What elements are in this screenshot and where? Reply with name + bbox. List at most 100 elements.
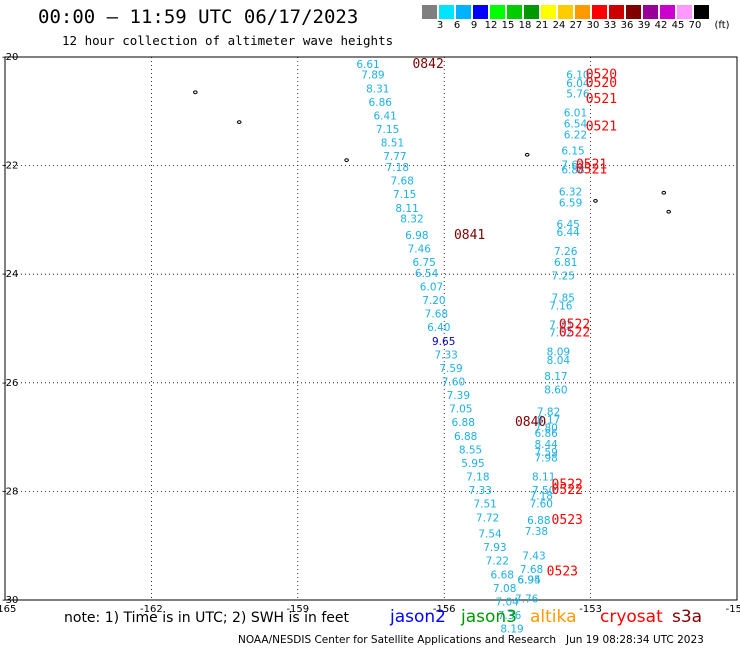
- wave-height-label: 7.60: [530, 499, 553, 511]
- legend-label: 24: [552, 20, 566, 31]
- wave-height-label: 7.68: [425, 309, 448, 321]
- wave-height-label: 6.94: [517, 575, 541, 587]
- wave-height-label: 7.04: [495, 596, 519, 608]
- pass-time-label: 0840: [515, 415, 546, 430]
- legend-swatch: [643, 5, 658, 19]
- y-tick-label: -26: [2, 378, 18, 389]
- wave-height-label: 8.11: [532, 472, 555, 484]
- wave-height-label: 7.68: [520, 564, 543, 576]
- wave-height-label: 8.60: [544, 385, 567, 397]
- wave-height-label: 6.01: [564, 108, 587, 120]
- wave-height-label: 8.31: [366, 83, 389, 95]
- legend-label: 70: [688, 20, 702, 31]
- wave-height-label: 8.04: [547, 355, 571, 367]
- wave-height-label: 8.32: [400, 214, 423, 226]
- x-tick-label: -153: [579, 604, 602, 615]
- legend-swatch: [694, 5, 709, 19]
- legend-label: 9: [470, 20, 478, 31]
- y-tick-label: -22: [2, 161, 18, 172]
- wave-height-label: 6.68: [491, 569, 514, 581]
- footer-credit: NOAA/NESDIS Center for Satellite Applica…: [238, 634, 704, 646]
- wave-height-label: 7.18: [466, 472, 489, 484]
- satellite-altika: altika: [530, 607, 577, 627]
- wave-height-label: 6.59: [559, 197, 582, 209]
- wave-height-label: 7.38: [525, 526, 548, 538]
- pass-time-label: 0842: [412, 57, 443, 72]
- satellite-cryosat: cryosat: [600, 607, 663, 627]
- wave-height-label: 7.59: [439, 363, 462, 375]
- pass-time-label: 0522: [559, 326, 590, 341]
- y-tick-label: -30: [2, 595, 18, 606]
- wave-height-label: 8.17: [544, 371, 567, 383]
- pass-time-label: 0841: [454, 228, 485, 243]
- wave-height-label: 8.55: [459, 444, 482, 456]
- wave-height-label: 7.05: [449, 404, 472, 416]
- wave-height-label: 7.51: [473, 499, 496, 511]
- pass-time-label: 0520: [586, 68, 617, 83]
- legend-swatch: [507, 5, 522, 19]
- legend-swatch: [609, 5, 624, 19]
- wave-height-label: 6.54: [415, 268, 439, 280]
- legend-label: 6: [453, 20, 461, 31]
- island-outline: [593, 198, 598, 203]
- wave-height-label: 7.77: [383, 151, 406, 163]
- pass-time-label: 0523: [547, 565, 578, 580]
- wave-height-label: 6.61: [356, 59, 379, 71]
- wave-height-label: 6.15: [561, 146, 584, 158]
- wave-height-label: 6.04: [566, 78, 590, 90]
- wave-height-label: 7.25: [552, 271, 575, 283]
- wave-height-label: 7.39: [447, 390, 470, 402]
- wave-height-label: 7.68: [391, 176, 414, 188]
- wave-height-label: 6.44: [556, 227, 580, 239]
- legend-label: 3: [436, 20, 444, 31]
- wave-height-label: 7.33: [434, 349, 457, 361]
- wave-height-label: 7.36: [498, 610, 522, 622]
- wave-height-label: 7.60: [442, 377, 465, 389]
- pass-time-label: 0521: [576, 163, 607, 178]
- legend-label: 30: [586, 20, 600, 31]
- wave-height-label: 8.09: [547, 347, 570, 359]
- legend-swatch: [422, 5, 437, 19]
- pass-time-label: 0522: [552, 483, 583, 498]
- wave-height-label: 7.46: [408, 243, 432, 255]
- pass-time-label: 0520: [586, 76, 617, 91]
- island-outline: [666, 209, 671, 214]
- chart-subtitle: 12 hour collection of altimeter wave hei…: [62, 33, 394, 48]
- legend-unit: (ft): [714, 20, 730, 31]
- wave-height-label: 7.18: [386, 162, 409, 174]
- wave-height-label: 7.18: [530, 491, 553, 503]
- wave-height-label: 9.65: [432, 336, 455, 348]
- wave-height-label: 7.15: [393, 189, 416, 201]
- legend-swatch: [626, 5, 641, 19]
- island-outline: [524, 152, 530, 157]
- pass-time-label: 0522: [552, 478, 583, 493]
- wave-height-label: 5.76: [566, 89, 590, 101]
- wave-height-label: 8.17: [537, 415, 560, 427]
- wave-height-label: 7.62: [549, 328, 572, 340]
- footer-note: note: 1) Time is in UTC; 2) SWH is in fe…: [64, 610, 350, 626]
- wave-height-label: 6.07: [420, 281, 443, 293]
- legend-label: 36: [620, 20, 634, 31]
- wave-height-label: 7.76: [515, 594, 539, 606]
- legend-swatch: [524, 5, 539, 19]
- island-outline: [661, 190, 667, 195]
- satellite-jason2: jason2: [390, 607, 446, 627]
- wave-height-label: 6.81: [554, 257, 577, 269]
- legend-label: 12: [484, 20, 498, 31]
- satellite-s3a: s3a: [672, 607, 703, 627]
- legend-label: 27: [569, 20, 583, 31]
- wave-height-label: 6.45: [556, 219, 579, 231]
- wave-height-label: 7.23: [549, 320, 572, 332]
- wave-height-label: 8.44: [534, 439, 558, 451]
- x-tick-label: -150: [726, 604, 740, 615]
- wave-height-label: 7.62: [561, 159, 584, 171]
- pass-time-label: 0521: [586, 119, 617, 134]
- legend-swatch: [575, 5, 590, 19]
- x-tick-label: -165: [0, 604, 16, 615]
- island-outline: [344, 158, 349, 163]
- pass-time-label: 0522: [559, 318, 590, 333]
- legend-swatch: [490, 5, 505, 19]
- wave-height-label: 8.11: [395, 203, 418, 215]
- wave-height-label: 7.16: [549, 300, 573, 312]
